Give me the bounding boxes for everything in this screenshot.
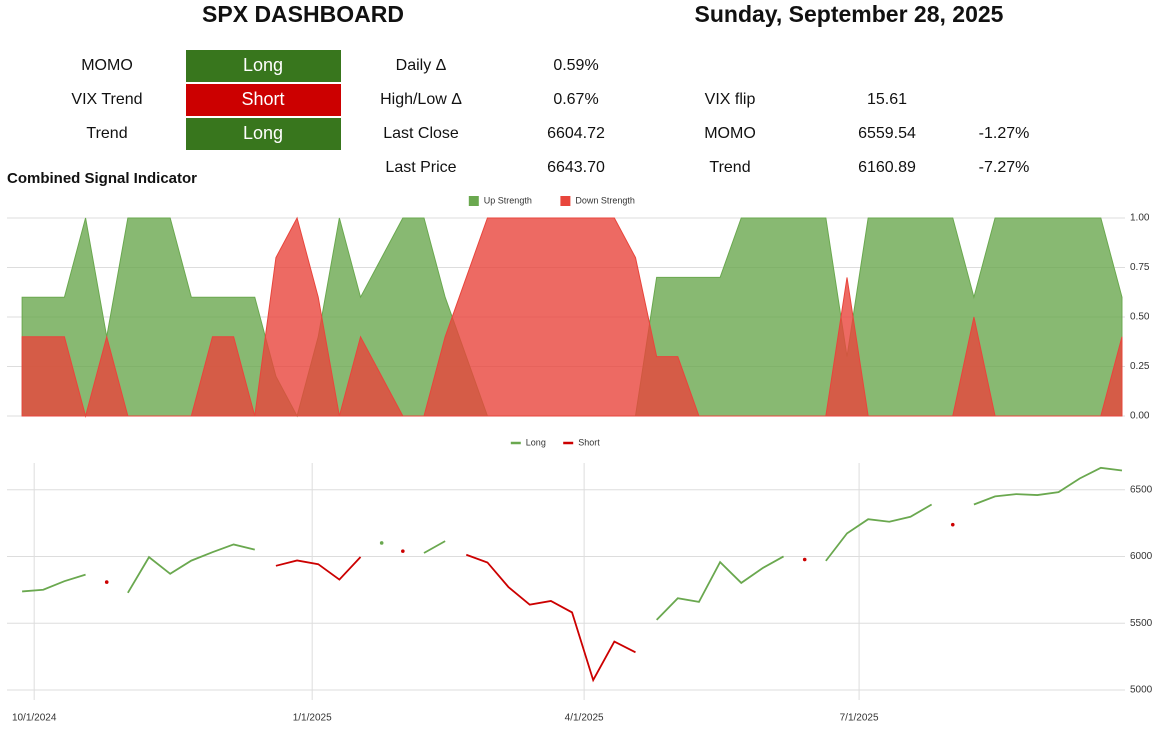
line	[423, 540, 446, 554]
stat-label: High/Low Δ	[380, 91, 462, 108]
chart-title: Combined Signal Indicator	[7, 170, 197, 187]
point	[401, 549, 405, 553]
level-label: VIX flip	[705, 91, 756, 108]
line	[127, 543, 255, 594]
y-tick-label: 5500	[1130, 618, 1153, 629]
y-tick-label: 6000	[1130, 551, 1153, 562]
y-tick-label: 0.50	[1130, 312, 1150, 323]
stat-value: 0.59%	[553, 57, 598, 74]
line	[825, 503, 933, 562]
stat-value: 6643.70	[547, 159, 605, 176]
signal-label: MOMO	[81, 57, 133, 74]
stat-label: Last Close	[383, 125, 459, 142]
level-value: 6559.54	[858, 125, 916, 142]
signal-value: Long	[243, 55, 283, 75]
dashboard-title: SPX DASHBOARD	[202, 1, 404, 27]
level-value: 6160.89	[858, 159, 916, 176]
stat-value: 0.67%	[553, 91, 598, 108]
y-tick-label: 1.00	[1130, 213, 1150, 224]
y-tick-label: 0.00	[1130, 411, 1150, 422]
line	[465, 553, 636, 683]
signal-label: Trend	[86, 125, 127, 142]
y-tick-label: 5000	[1130, 685, 1153, 696]
legend-swatch	[560, 196, 571, 206]
x-tick-label: 7/1/2025	[840, 713, 879, 724]
point	[950, 522, 955, 527]
y-tick-label: 6500	[1130, 484, 1153, 495]
x-tick-label: 1/1/2025	[293, 713, 332, 724]
legend-label: Up Strength	[484, 195, 532, 205]
signal-box	[186, 84, 341, 116]
line	[656, 555, 784, 621]
line	[275, 556, 362, 581]
legend-label: Short	[578, 437, 600, 447]
line	[973, 466, 1123, 506]
point	[104, 580, 109, 584]
level-label: Trend	[709, 159, 750, 176]
point	[802, 557, 807, 562]
level-change: -7.27%	[979, 159, 1030, 176]
y-tick-label: 0.25	[1130, 361, 1150, 372]
signal-value: Short	[241, 89, 284, 109]
y-tick-label: 0.75	[1130, 262, 1150, 273]
stat-value: 6604.72	[547, 125, 605, 142]
signal-label: VIX Trend	[71, 91, 142, 108]
signal-box	[186, 118, 341, 150]
signal-value: Long	[243, 123, 283, 143]
level-value: 15.61	[867, 91, 907, 108]
stat-label: Daily Δ	[396, 57, 447, 74]
signal-box	[186, 50, 341, 82]
x-tick-label: 10/1/2024	[12, 713, 57, 724]
legend-label: Long	[526, 437, 546, 447]
level-label: MOMO	[704, 125, 756, 142]
x-tick-label: 4/1/2025	[565, 713, 604, 724]
point	[379, 541, 384, 545]
legend-swatch	[468, 196, 479, 206]
area	[21, 216, 1123, 418]
dashboard-date: Sunday, September 28, 2025	[695, 1, 1004, 27]
legend-label: Down Strength	[575, 195, 635, 205]
stat-label: Last Price	[385, 159, 456, 176]
level-change: -1.27%	[979, 125, 1030, 142]
line	[22, 573, 86, 593]
